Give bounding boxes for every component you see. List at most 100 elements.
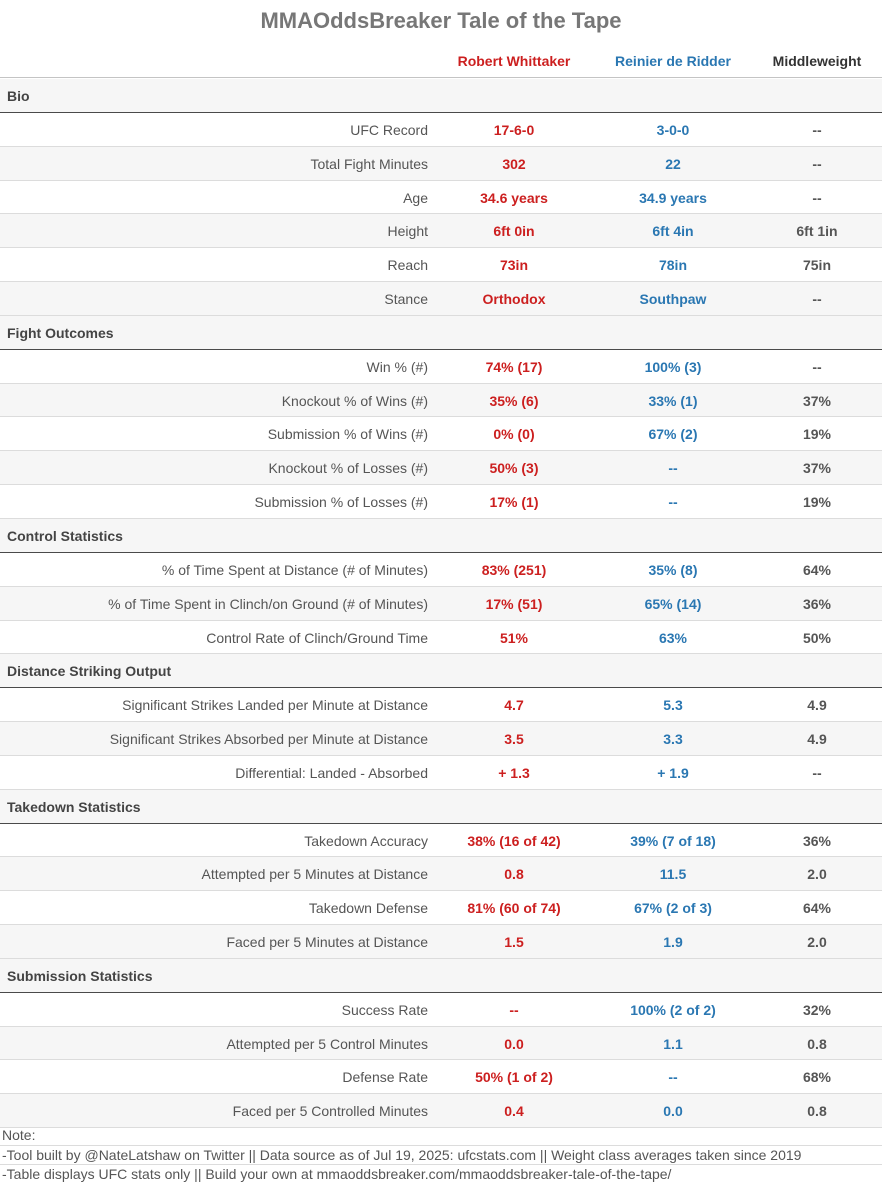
section-header-takedown-statistics: Takedown Statistics	[0, 789, 882, 824]
weight-class-average: 0.8	[807, 1035, 827, 1052]
weight-class-average: 37%	[802, 460, 832, 477]
table-row: % of Time Spent at Distance (# of Minute…	[0, 552, 882, 587]
fighter1-value: --	[509, 1001, 519, 1018]
fighter1-value: 81% (60 of 74)	[467, 900, 561, 917]
section-header-bio: Bio	[0, 79, 882, 113]
section-header-distance-striking-output: Distance Striking Output	[0, 654, 882, 689]
fighter2-value: 1.9	[663, 934, 683, 951]
weight-class-average: --	[812, 358, 822, 375]
page-title: MMAOddsBreaker Tale of the Tape	[260, 8, 622, 33]
weight-class-average: 4.9	[807, 697, 827, 714]
fighter2-value: 6ft 4in	[652, 223, 694, 240]
weight-class-average: 36%	[802, 595, 832, 612]
weight-class-average: 36%	[802, 832, 832, 849]
fighter2-value: --	[668, 494, 678, 511]
section-label: Bio	[7, 88, 30, 104]
fighter1-value: 74% (17)	[485, 358, 543, 375]
weight-class-average: 19%	[802, 426, 832, 443]
table-row: Significant Strikes Landed per Minute at…	[0, 688, 882, 723]
fighter1-value: 51%	[499, 629, 529, 646]
weight-class-average: 64%	[802, 900, 832, 917]
fighter1-value: 3.5	[504, 731, 524, 748]
row-label: Total Fight Minutes	[310, 155, 429, 172]
fighter1-value: 0.8	[504, 866, 524, 883]
fighter1-value: 38% (16 of 42)	[467, 832, 561, 849]
tale-of-the-tape-table: Bio UFC Record 17-6-0 3-0-0 -- Total Fight Mi…	[0, 79, 882, 1129]
weight-class-average: --	[812, 764, 822, 781]
row-label: % of Time Spent at Distance (# of Minute…	[161, 561, 428, 578]
fighter2-value: --	[668, 1069, 678, 1086]
weight-class-average: 68%	[802, 1069, 832, 1086]
table-row: Faced per 5 Controlled Minutes 0.4 0.0 0.8	[0, 1094, 882, 1129]
row-label: Takedown Accuracy	[304, 832, 428, 849]
fighter1-value: 50% (1 of 2)	[475, 1069, 553, 1086]
row-label: Win % (#)	[366, 358, 428, 375]
fighter2-value: 11.5	[659, 866, 687, 883]
fighter2-value: 35% (8)	[648, 561, 698, 578]
row-label: Differential: Landed - Absorbed	[235, 764, 428, 781]
row-label: UFC Record	[350, 121, 428, 138]
weight-class-average: 4.9	[807, 731, 827, 748]
row-label: Stance	[384, 291, 428, 308]
table-row: Significant Strikes Absorbed per Minute …	[0, 722, 882, 756]
table-row: Height 6ft 0in 6ft 4in 6ft 1in	[0, 214, 882, 249]
section-label: Distance Striking Output	[7, 663, 172, 680]
weight-class-average: 19%	[802, 494, 832, 511]
weight-class-average: 37%	[802, 392, 832, 409]
row-label: Attempted per 5 Control Minutes	[226, 1035, 428, 1052]
fighter1-value: 73in	[499, 257, 528, 274]
footer-notes: Note: -Tool built by @NateLatshaw on Twi…	[0, 1126, 882, 1183]
row-label: Takedown Defense	[308, 900, 428, 917]
table-row: UFC Record 17-6-0 3-0-0 --	[0, 112, 882, 147]
fighter2-value: 3.3	[663, 731, 683, 748]
row-label: Height	[387, 223, 428, 240]
table-row: % of Time Spent in Clinch/on Ground (# o…	[0, 586, 882, 621]
fighter1-value: + 1.3	[498, 764, 530, 781]
row-label: Defense Rate	[342, 1069, 428, 1086]
table-row: Submission % of Wins (#) 0% (0) 67% (2) 19%	[0, 417, 882, 452]
table-row: Knockout % of Losses (#) 50% (3) -- 37%	[0, 451, 882, 486]
fighter1-value: 83% (251)	[481, 561, 547, 578]
fighter1-value: 17-6-0	[493, 121, 535, 138]
weight-class-average: 2.0	[807, 866, 827, 883]
table-row: Defense Rate 50% (1 of 2) -- 68%	[0, 1060, 882, 1095]
fighter2-value: 67% (2 of 3)	[634, 900, 712, 917]
fighter2-value: 39% (7 of 18)	[630, 832, 716, 849]
weight-class-average: 32%	[802, 1001, 832, 1018]
fighter2-value: --	[668, 460, 678, 477]
weight-class-average: --	[812, 121, 822, 138]
section-header-submission-statistics: Submission Statistics	[0, 958, 882, 993]
fighter1-value: 6ft 0in	[493, 223, 535, 240]
weight-class-average: 6ft 1in	[796, 223, 838, 240]
row-label: Knockout % of Losses (#)	[268, 460, 428, 477]
table-row: Age 34.6 years 34.9 years --	[0, 180, 882, 215]
fighter2-value: 63%	[658, 629, 688, 646]
fighter2-value: 22	[665, 155, 681, 172]
row-label: Reach	[387, 257, 428, 274]
fighter2-name: Reinier de Ridder	[615, 53, 731, 69]
table-row: Attempted per 5 Minutes at Distance 0.8 11…	[0, 857, 882, 892]
row-label: Control Rate of Clinch/Ground Time	[206, 629, 428, 646]
fighter2-value: 100% (3)	[644, 358, 702, 375]
table-header: Robert Whittaker Reinier de Ridder Middl…	[0, 44, 882, 78]
fighter1-value: 4.7	[504, 697, 524, 714]
fighter1-value: 17% (1)	[489, 494, 539, 511]
weight-class-average: --	[812, 291, 822, 308]
table-row: Reach 73in 78in 75in	[0, 248, 882, 283]
weight-class-average: --	[812, 189, 822, 206]
row-label: Knockout % of Wins (#)	[281, 392, 428, 409]
weight-class-average: 2.0	[807, 934, 827, 951]
fighter1-value: 0.4	[504, 1103, 524, 1120]
section-label: Submission Statistics	[7, 967, 153, 984]
fighter1-name: Robert Whittaker	[457, 53, 571, 69]
footer-note-label: Note:	[2, 1127, 36, 1143]
fighter2-value: 100% (2 of 2)	[630, 1001, 716, 1018]
fighter2-value: 34.9 years	[639, 189, 707, 206]
table-row: Control Rate of Clinch/Ground Time 51% 63%…	[0, 620, 882, 655]
table-row: Submission % of Losses (#) 17% (1) -- 19%	[0, 485, 882, 519]
fighter1-value: Orthodox	[482, 291, 546, 308]
fighter2-value: Southpaw	[639, 291, 707, 308]
weight-class-average: 0.8	[807, 1103, 827, 1120]
section-label: Takedown Statistics	[7, 798, 141, 815]
row-label: Faced per 5 Controlled Minutes	[232, 1103, 428, 1120]
